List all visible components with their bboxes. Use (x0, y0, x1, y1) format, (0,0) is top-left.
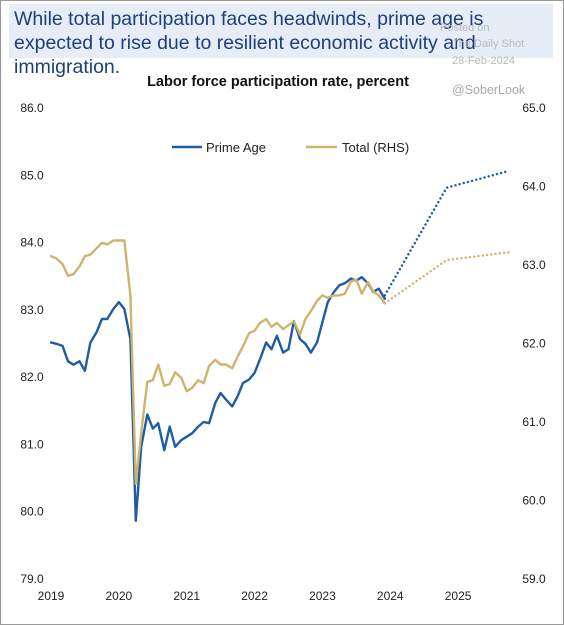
x-tick-label: 2019 (38, 589, 65, 603)
x-tick-label: 2020 (106, 589, 133, 603)
x-axis: 2019 2020 2021 2022 2023 2024 2025 (38, 589, 472, 603)
watermark-posted-on: Posted on (440, 22, 490, 34)
y-axis-left: 86.0 85.0 84.0 83.0 82.0 81.0 80.0 79.0 (20, 101, 44, 586)
y-right-tick-label: 59.0 (522, 572, 546, 586)
y-left-tick-label: 79.0 (20, 572, 44, 586)
series-lines (49, 169, 511, 522)
watermark-date: 28-Feb-2024 (452, 55, 515, 67)
x-tick-label: 2024 (377, 589, 404, 603)
headline-band (9, 4, 553, 58)
y-left-tick-label: 82.0 (20, 370, 44, 384)
x-tick-label: 2021 (173, 589, 200, 603)
y-right-tick-label: 60.0 (522, 494, 546, 508)
x-tick-label: 2022 (241, 589, 268, 603)
watermark-source: The Daily Shot (452, 38, 525, 50)
watermark-handle: @SoberLook (452, 83, 526, 97)
series-line-total-projection (383, 250, 511, 305)
y-left-tick-label: 86.0 (20, 101, 44, 115)
y-left-tick-label: 85.0 (20, 168, 44, 182)
legend-label-total: Total (RHS) (342, 140, 409, 155)
y-right-tick-label: 65.0 (522, 101, 546, 115)
series-line-total-rhs (49, 239, 386, 485)
series-line-prime-age-projection (383, 169, 511, 297)
y-left-tick-label: 83.0 (20, 303, 44, 317)
y-right-tick-label: 63.0 (522, 258, 546, 272)
y-axis-right: 65.0 64.0 63.0 62.0 61.0 60.0 59.0 (522, 101, 546, 586)
headline: While total participation faces headwind… (14, 8, 484, 78)
y-left-tick-label: 84.0 (20, 236, 44, 250)
series-line-prime-age (49, 276, 386, 522)
y-left-tick-label: 81.0 (20, 437, 44, 451)
legend: Prime Age Total (RHS) (172, 140, 409, 155)
chart-title: Labor force participation rate, percent (147, 74, 409, 90)
y-right-tick-label: 64.0 (522, 180, 546, 194)
x-tick-label: 2023 (309, 589, 336, 603)
y-left-tick-label: 80.0 (20, 505, 44, 519)
y-right-tick-label: 62.0 (522, 337, 546, 351)
x-tick-label: 2025 (445, 589, 472, 603)
y-right-tick-label: 61.0 (522, 415, 546, 429)
legend-label-prime-age: Prime Age (206, 140, 266, 155)
